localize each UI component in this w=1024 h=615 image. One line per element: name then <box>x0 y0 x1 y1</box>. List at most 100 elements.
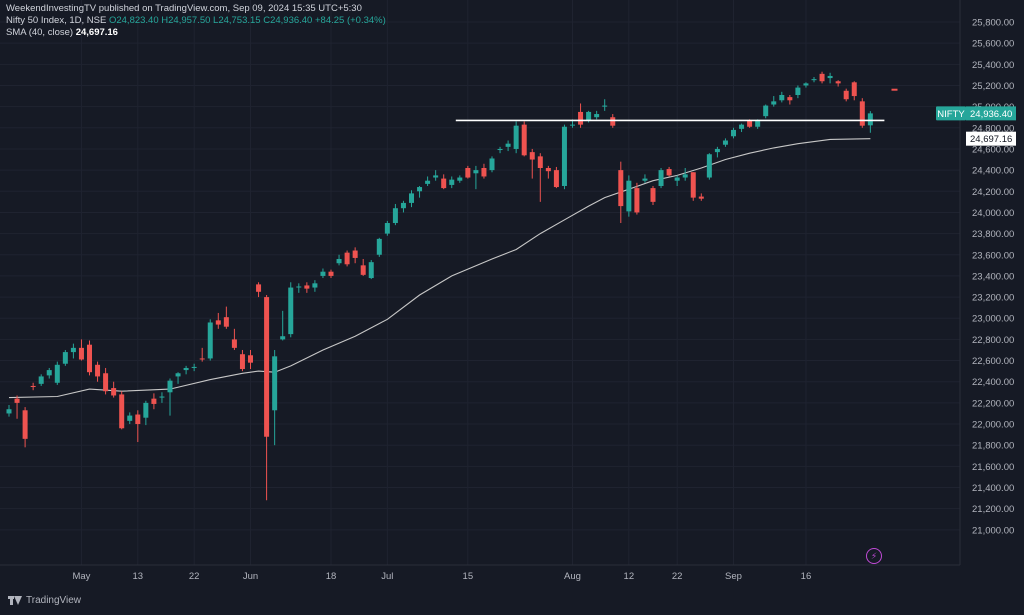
candle-body <box>578 111 584 125</box>
tradingview-logo-icon <box>8 596 22 605</box>
tradingview-watermark[interactable]: TradingView <box>8 595 81 606</box>
candle-body <box>54 364 60 383</box>
candle-body <box>779 95 785 101</box>
y-tick-label: 21,400.00 <box>972 483 1014 494</box>
candle-body <box>38 376 44 384</box>
candle-body <box>409 193 414 203</box>
candle-body <box>264 297 270 437</box>
y-tick-label: 25,600.00 <box>972 39 1014 50</box>
candle-body <box>642 178 648 181</box>
candle-body <box>827 75 833 79</box>
sma-price-label: 24,697.16 <box>970 134 1012 145</box>
candle-body <box>537 156 543 169</box>
candle-body <box>215 320 221 325</box>
candle-body <box>320 271 326 276</box>
candle-body <box>111 388 117 396</box>
candle-body <box>248 355 253 363</box>
y-tick-label: 21,200.00 <box>972 504 1014 515</box>
candle-body <box>449 179 455 185</box>
candle-body <box>714 148 720 153</box>
candle-body <box>143 402 149 418</box>
candle-body <box>457 177 463 181</box>
candle-body <box>626 180 632 212</box>
low-value: L24,753.15 <box>213 15 261 26</box>
y-tick-label: 24,600.00 <box>972 144 1014 155</box>
candle-body <box>473 170 479 174</box>
candle-body <box>368 262 374 279</box>
candle-body <box>706 154 712 178</box>
candle-body <box>199 358 205 360</box>
x-tick-label: 13 <box>133 571 144 582</box>
x-tick-label: 16 <box>801 571 812 582</box>
y-tick-label: 22,800.00 <box>972 335 1014 346</box>
candle-body <box>682 174 688 178</box>
candle-body <box>811 79 817 81</box>
candle-body <box>634 188 640 213</box>
candle-body <box>690 172 696 198</box>
candle-body <box>465 168 471 178</box>
candle-body <box>803 83 809 86</box>
watermark-text: TradingView <box>26 595 82 606</box>
sma-price-tag <box>966 131 1016 146</box>
x-tick-label: 22 <box>189 571 200 582</box>
candle-body <box>425 180 431 184</box>
candle-body <box>698 196 704 199</box>
x-tick-label: Aug <box>564 571 581 582</box>
y-tick-label: 23,000.00 <box>972 314 1014 325</box>
candle-body <box>819 73 825 82</box>
candle-body <box>610 117 616 126</box>
candle-body <box>441 178 447 189</box>
candle-body <box>618 170 624 207</box>
lightning-bolt-icon[interactable]: ⚡ <box>866 548 882 564</box>
y-tick-label: 24,400.00 <box>972 166 1014 177</box>
candle-body <box>529 152 535 160</box>
sma-label[interactable]: SMA (40, close) <box>6 27 74 38</box>
symbol-label[interactable]: Nifty 50 Index, 1D, NSE <box>6 15 107 26</box>
y-tick-label: 21,800.00 <box>972 441 1014 452</box>
candle-body <box>167 380 173 393</box>
candle-body <box>288 287 294 335</box>
x-tick-label: 18 <box>326 571 337 582</box>
last-price-label: 24,936.40 <box>970 109 1012 120</box>
candle-body <box>586 111 592 121</box>
sma-line <box>8 138 871 399</box>
candle-body <box>336 258 342 264</box>
candle-body <box>183 367 189 371</box>
candle-body <box>545 168 551 172</box>
candle-body <box>602 105 608 107</box>
candle-body <box>62 352 68 364</box>
candle-body <box>594 114 600 118</box>
candle-body <box>135 414 141 425</box>
candle-body <box>497 148 503 151</box>
y-tick-label: 25,800.00 <box>972 18 1014 29</box>
candle-body <box>859 101 865 126</box>
candle-body <box>159 396 165 398</box>
candle-body <box>78 347 84 360</box>
candle-body <box>771 101 777 105</box>
sma-value: 24,697.16 <box>75 27 118 38</box>
x-tick-label: 22 <box>672 571 683 582</box>
y-tick-label: 24,800.00 <box>972 123 1014 134</box>
symbol-tag-label: NIFTY <box>937 109 965 120</box>
candle-body <box>505 143 511 147</box>
candle-body <box>570 124 575 126</box>
candle-body <box>87 344 92 373</box>
x-tick-label: Sep <box>725 571 742 582</box>
candle-body <box>795 87 801 96</box>
candle-body <box>70 347 76 353</box>
symbol-tag <box>936 106 966 121</box>
candle-body <box>553 170 559 188</box>
candle-body <box>223 317 229 327</box>
y-tick-label: 25,200.00 <box>972 81 1014 92</box>
candle-body <box>650 188 656 202</box>
candle-body <box>256 284 262 292</box>
candle-body <box>384 223 390 234</box>
y-tick-label: 24,200.00 <box>972 187 1014 198</box>
y-tick-label: 23,600.00 <box>972 250 1014 261</box>
candle-body <box>280 336 286 340</box>
candle-body <box>755 120 761 127</box>
x-tick-label: Jun <box>243 571 258 582</box>
candle-body <box>191 366 197 368</box>
